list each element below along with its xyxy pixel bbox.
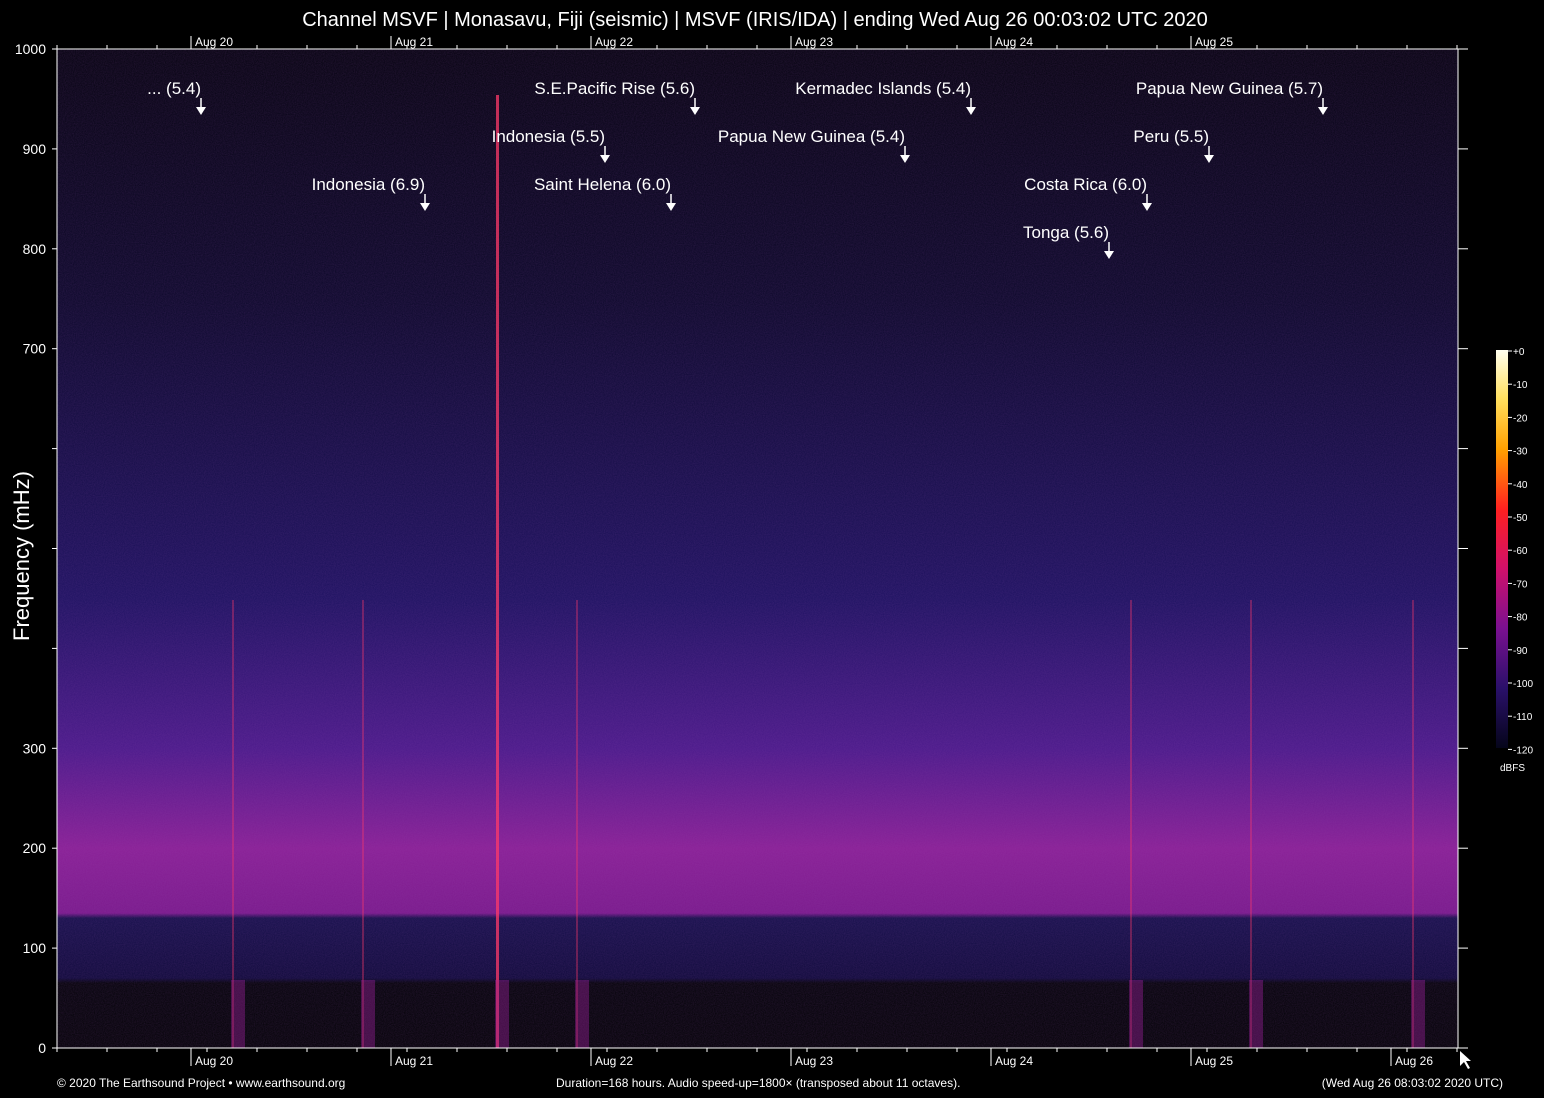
annotation-arrow-head <box>420 203 430 211</box>
event-annotation: Peru (5.5) <box>1133 127 1214 163</box>
x-tick-label-top: Aug 25 <box>1195 35 1233 49</box>
footer-timestamp: (Wed Aug 26 08:03:02 2020 UTC) <box>1321 1076 1503 1090</box>
x-tick-label: Aug 21 <box>395 1054 433 1068</box>
colorbar-tick-label: -60 <box>1513 546 1528 557</box>
y-tick-label: 300 <box>23 740 47 756</box>
colorbar-tick-label: -40 <box>1513 480 1528 491</box>
event-annotation: Papua New Guinea (5.4) <box>718 127 910 163</box>
annotation-arrow-head <box>690 107 700 115</box>
event-annotation: Kermadec Islands (5.4) <box>795 79 976 115</box>
event-low-energy <box>1129 980 1143 1048</box>
colorbar: +0 -10 -20 -30 -40 -50 -60 -70 -80 -90 -100 -110 -12… <box>1496 347 1533 774</box>
plot-area <box>56 48 1459 1049</box>
footer-duration: Duration=168 hours. Audio speed-up=1800×… <box>556 1076 961 1090</box>
x-tick-label-top: Aug 22 <box>595 35 633 49</box>
x-tick-label-top: Aug 21 <box>395 35 433 49</box>
y-tick-label: 0 <box>38 1040 46 1056</box>
y-tick-label: 800 <box>23 241 47 257</box>
y-tick-label: 200 <box>23 840 47 856</box>
annotation-label: ... (5.4) <box>147 79 201 98</box>
x-tick-label-top: Aug 23 <box>795 35 833 49</box>
annotation-arrow-head <box>196 107 206 115</box>
footer-copyright: © 2020 The Earthsound Project • www.eart… <box>57 1076 346 1090</box>
event-streak <box>576 600 578 1048</box>
annotation-label: Tonga (5.6) <box>1023 223 1109 242</box>
event-low-energy <box>575 980 589 1048</box>
cursor-icon <box>1460 1051 1471 1069</box>
event-streak <box>1250 600 1252 1048</box>
annotation-label: Papua New Guinea (5.7) <box>1136 79 1323 98</box>
event-low-energy <box>1249 980 1263 1048</box>
spectrogram-noise <box>57 49 1458 1048</box>
y-tick-label: 700 <box>23 341 47 357</box>
colorbar-tick-label: -30 <box>1513 447 1528 458</box>
colorbar-tick-label: -120 <box>1513 745 1533 756</box>
event-low-energy <box>1411 980 1425 1048</box>
chart-title: Channel MSVF | Monasavu, Fiji (seismic) … <box>302 9 1208 31</box>
x-tick-label: Aug 23 <box>795 1054 833 1068</box>
colorbar-tick-label: -50 <box>1513 513 1528 524</box>
annotation-arrow-head <box>600 155 610 163</box>
event-low-energy <box>231 980 245 1048</box>
event-annotation: Papua New Guinea (5.7) <box>1136 79 1328 115</box>
colorbar-gradient <box>1496 350 1508 748</box>
event-annotation: Indonesia (5.5) <box>492 127 610 163</box>
x-tick-label-top: Aug 24 <box>995 35 1033 49</box>
event-streak <box>1130 600 1132 1048</box>
annotation-arrow-head <box>1104 251 1114 259</box>
event-streak <box>496 95 499 1048</box>
colorbar-unit: dBFS <box>1500 763 1525 774</box>
event-streak <box>232 600 234 1048</box>
annotation-label: S.E.Pacific Rise (5.6) <box>534 79 695 98</box>
x-tick-label: Aug 20 <box>195 1054 233 1068</box>
event-annotation: S.E.Pacific Rise (5.6) <box>534 79 700 115</box>
annotation-label: Peru (5.5) <box>1133 127 1209 146</box>
event-low-energy <box>361 980 375 1048</box>
annotation-arrow-head <box>1318 107 1328 115</box>
event-annotation: Saint Helena (6.0) <box>534 175 676 211</box>
y-tick-label: 900 <box>23 141 47 157</box>
x-tick-label-top: Aug 20 <box>195 35 233 49</box>
annotation-label: Costa Rica (6.0) <box>1024 175 1147 194</box>
annotation-label: Saint Helena (6.0) <box>534 175 671 194</box>
x-tick-label: Aug 25 <box>1195 1054 1233 1068</box>
event-annotation: Tonga (5.6) <box>1023 223 1114 259</box>
colorbar-tick-label: -100 <box>1513 679 1533 690</box>
annotation-label: Papua New Guinea (5.4) <box>718 127 905 146</box>
annotation-label: Kermadec Islands (5.4) <box>795 79 971 98</box>
colorbar-tick-label: -110 <box>1513 712 1533 723</box>
colorbar-tick-label: -70 <box>1513 579 1528 590</box>
x-tick-label: Aug 22 <box>595 1054 633 1068</box>
annotation-label: Indonesia (6.9) <box>312 175 425 194</box>
colorbar-tick-label: -20 <box>1513 413 1528 424</box>
y-tick-label: 100 <box>23 940 47 956</box>
event-annotation: ... (5.4) <box>147 79 206 115</box>
event-streak <box>1412 600 1414 1048</box>
colorbar-tick-label: -90 <box>1513 646 1528 657</box>
event-annotation: Indonesia (6.9) <box>312 175 430 211</box>
annotation-label: Indonesia (5.5) <box>492 127 605 146</box>
annotation-arrow-head <box>900 155 910 163</box>
annotation-arrow-head <box>1204 155 1214 163</box>
x-tick-label: Aug 26 <box>1395 1054 1433 1068</box>
x-tick-label: Aug 24 <box>995 1054 1033 1068</box>
annotation-arrow-head <box>966 107 976 115</box>
annotation-arrow-head <box>666 203 676 211</box>
y-tick-label: 1000 <box>15 41 46 57</box>
event-annotation: Costa Rica (6.0) <box>1024 175 1152 211</box>
annotation-arrow-head <box>1142 203 1152 211</box>
colorbar-tick-label: -80 <box>1513 613 1528 624</box>
event-low-energy <box>495 980 509 1048</box>
colorbar-tick-label: +0 <box>1513 347 1525 358</box>
event-streak <box>362 600 364 1048</box>
colorbar-tick-label: -10 <box>1513 380 1528 391</box>
